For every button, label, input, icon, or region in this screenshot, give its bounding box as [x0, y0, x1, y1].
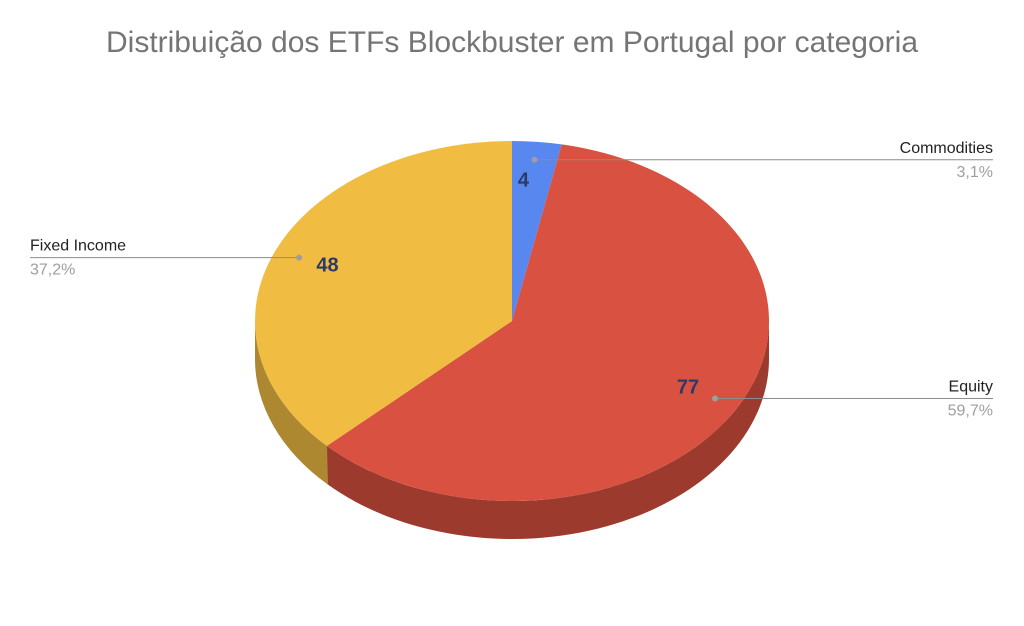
pie-slice-commodities: [512, 141, 562, 321]
pie-edge-face: [326, 445, 328, 484]
leader-dot-fixed-income: [296, 254, 303, 261]
pie-leader-lines: [30, 156, 993, 402]
pie-slice-fixed-income: [255, 141, 512, 446]
value-label-equity: 77: [677, 376, 699, 398]
slice-percent-fixed-income: 37,2%: [30, 262, 75, 279]
slice-percent-equity: 59,7%: [948, 403, 993, 420]
pie-value-labels: 4 77 48: [316, 170, 699, 399]
leader-dot-equity: [712, 395, 719, 402]
pie-outer-labels: Commodities 3,1% Equity 59,7% Fixed Income 37…: [30, 140, 993, 420]
leader-dot-commodities: [531, 156, 538, 163]
slice-name-commodities: Commodities: [900, 140, 993, 157]
value-label-fixed-income: 48: [316, 254, 338, 276]
slice-name-equity: Equity: [949, 379, 993, 396]
pie-depth: [255, 321, 769, 539]
pie-side-fixed-income: [255, 321, 327, 484]
pie-slices: [255, 141, 770, 502]
slice-percent-commodities: 3,1%: [957, 164, 993, 181]
pie-side-equity: [326, 321, 769, 539]
chart-title: Distribuição dos ETFs Blockbuster em Por…: [105, 26, 919, 59]
slice-name-fixed-income: Fixed Income: [30, 238, 126, 255]
pie-slice-equity: [326, 144, 770, 502]
value-label-commodities: 4: [518, 170, 530, 192]
